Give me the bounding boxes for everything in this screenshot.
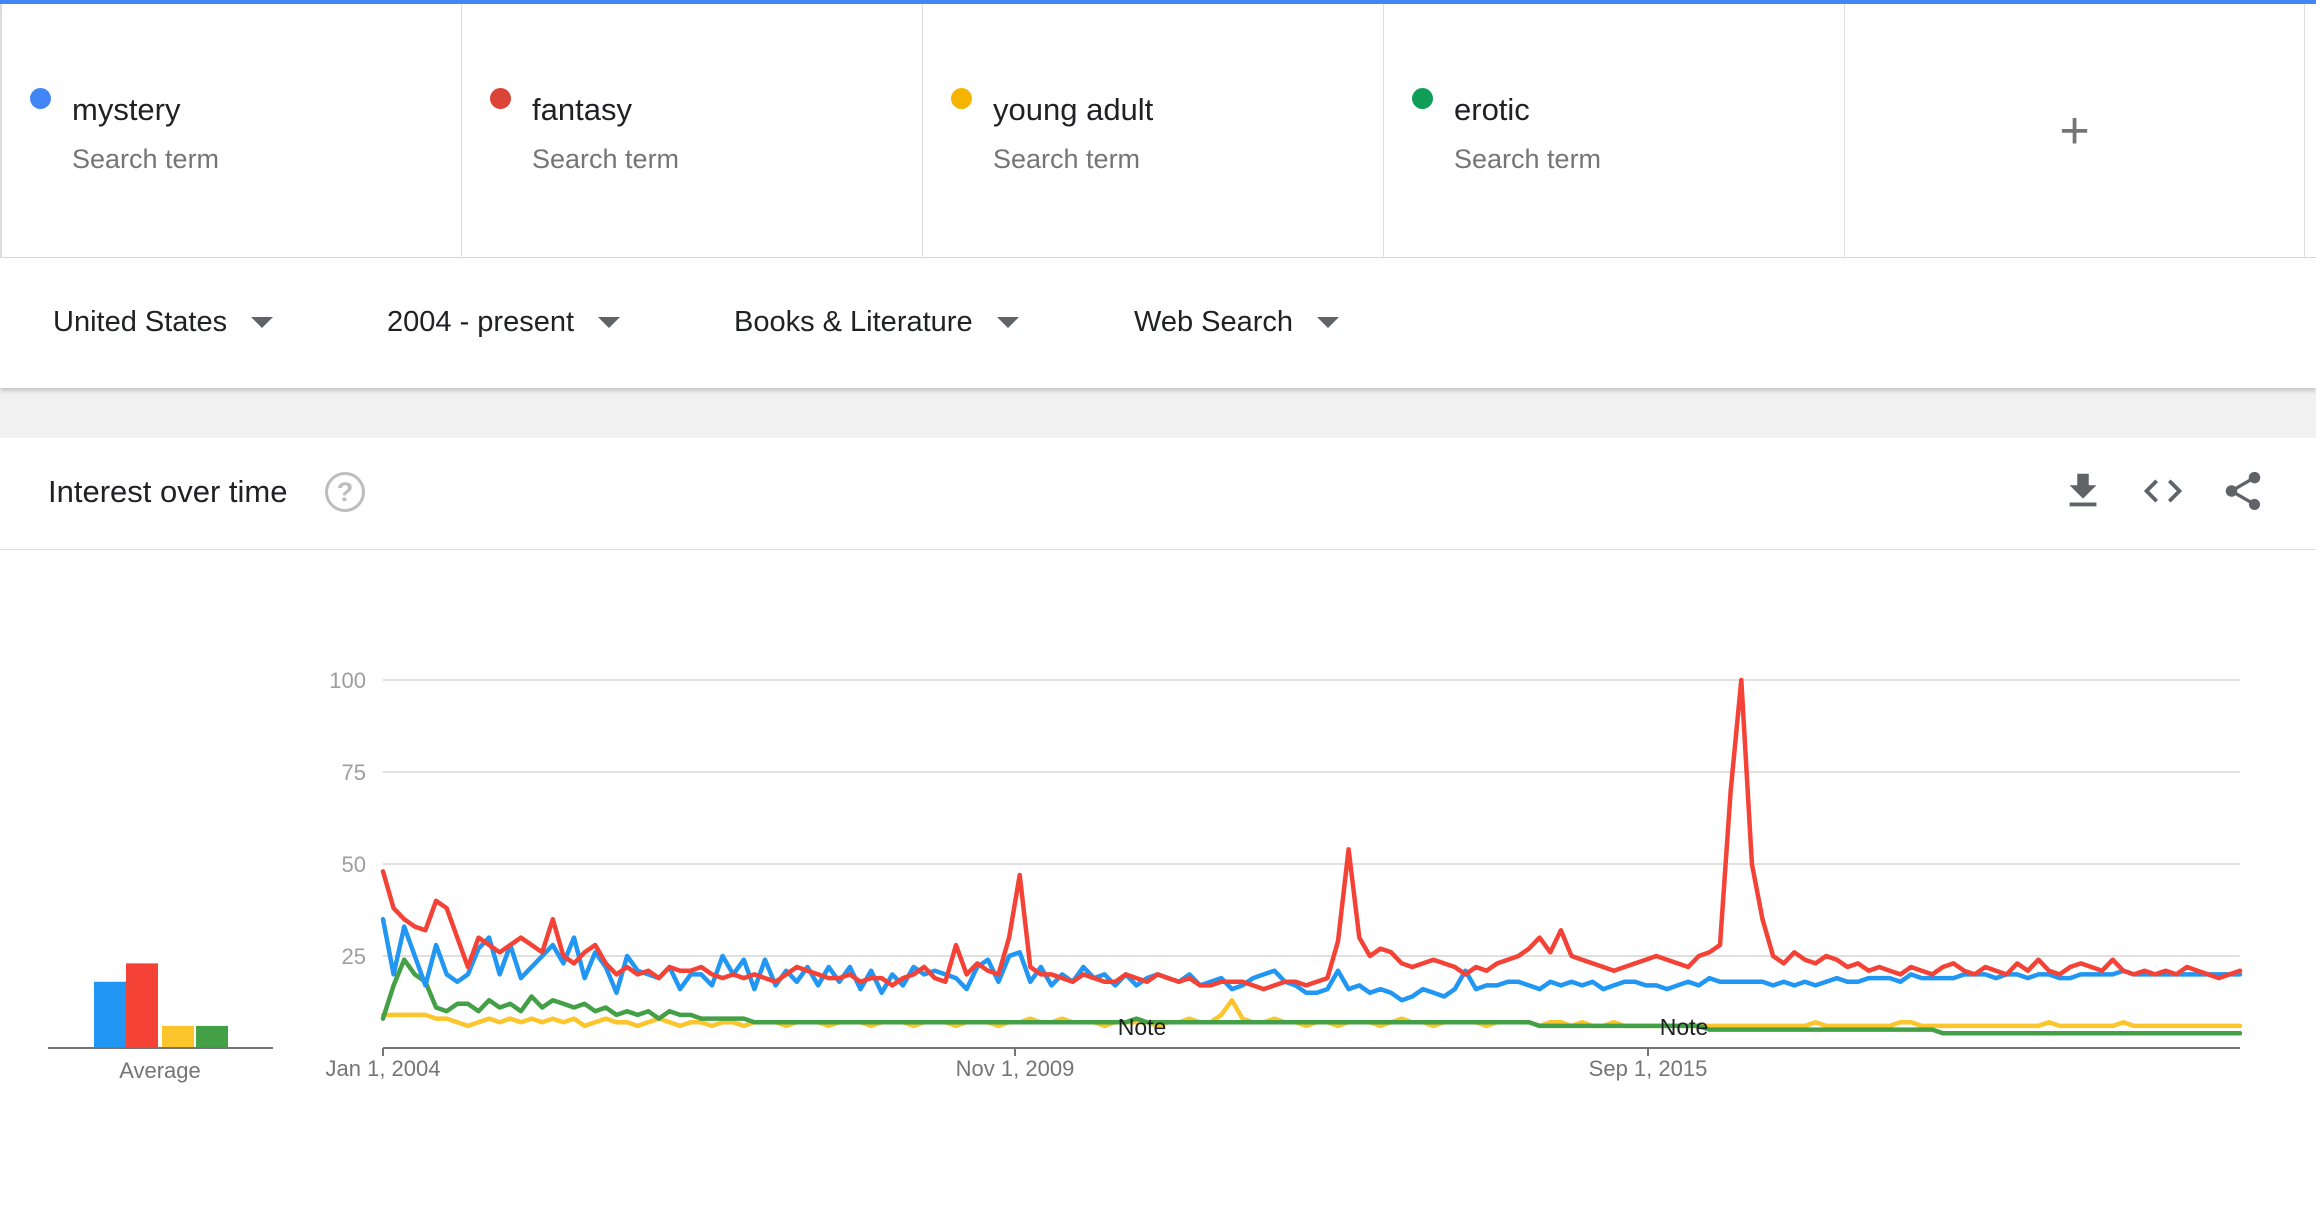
- time-range-label: 2004 - present: [387, 306, 575, 338]
- add-term-button[interactable]: +: [1844, 4, 2305, 258]
- term-type: Search term: [1454, 144, 1602, 174]
- region-label: United States: [53, 306, 228, 338]
- help-icon[interactable]: ?: [325, 472, 365, 512]
- category-dropdown[interactable]: Books & Literature: [734, 306, 1019, 339]
- term-name: fantasy: [532, 92, 632, 127]
- term-name: erotic: [1454, 92, 1530, 127]
- series-lines[interactable]: [380, 677, 2243, 1036]
- mystery-color-dot: [30, 88, 51, 109]
- share-icon[interactable]: [2220, 468, 2266, 514]
- embed-icon[interactable]: [2140, 468, 2186, 514]
- y-tick-label: 75: [342, 760, 366, 785]
- series-line-erotic[interactable]: [380, 957, 2243, 1036]
- y-axis-ticks: 25 50 75 100: [329, 668, 366, 969]
- term-name: mystery: [72, 92, 181, 127]
- y-tick-label: 100: [329, 668, 366, 693]
- chevron-down-icon: [598, 317, 621, 328]
- note-label[interactable]: Note: [1660, 1014, 1709, 1040]
- term-card-fantasy[interactable]: fantasy Search term: [461, 4, 922, 258]
- search-type-label: Web Search: [1134, 306, 1294, 338]
- note-label[interactable]: Note: [1118, 1014, 1167, 1040]
- series-line-fantasy[interactable]: [380, 677, 2243, 992]
- chevron-down-icon: [1317, 317, 1340, 328]
- series-line-mystery[interactable]: [380, 916, 2243, 1003]
- term-type: Search term: [72, 144, 220, 174]
- term-type: Search term: [532, 144, 680, 174]
- fantasy-color-dot: [490, 88, 511, 109]
- term-card-erotic[interactable]: erotic Search term: [1383, 4, 1844, 258]
- chevron-down-icon: [996, 317, 1019, 328]
- average-bar-fantasy: [126, 963, 158, 1048]
- card-title: Interest over time: [48, 474, 288, 509]
- interest-chart: Average 25 50 75 100 Jan 1, 2004 Nov 1, 2009…: [48, 668, 2243, 1083]
- chart-notes: Note Note: [1118, 1014, 1709, 1040]
- chevron-down-icon: [251, 317, 274, 328]
- average-bars: [94, 963, 228, 1048]
- interest-over-time-card: Interest over time ? Average 25 50 75 100 J…: [0, 438, 2316, 1224]
- category-label: Books & Literature: [734, 306, 973, 338]
- average-bar-erotic: [196, 1025, 228, 1048]
- term-name: young adult: [993, 92, 1154, 127]
- x-tick-label: Sep 1, 2015: [1589, 1056, 1708, 1081]
- region-dropdown[interactable]: United States: [53, 306, 274, 339]
- top-accent-line: [0, 0, 2316, 4]
- card-header: Interest over time ?: [0, 438, 2316, 550]
- average-bar-mystery: [94, 981, 126, 1048]
- erotic-color-dot: [1412, 88, 1433, 109]
- y-tick-label: 50: [342, 852, 366, 877]
- download-icon[interactable]: [2060, 468, 2106, 514]
- search-type-dropdown[interactable]: Web Search: [1134, 306, 1340, 339]
- average-label: Average: [119, 1058, 201, 1083]
- filters-bar: United States 2004 - present Books & Lit…: [0, 258, 2316, 388]
- plus-icon: +: [2059, 102, 2090, 160]
- x-tick-label: Jan 1, 2004: [326, 1056, 441, 1081]
- x-tick-label: Nov 1, 2009: [956, 1056, 1075, 1081]
- x-axis-ticks: Jan 1, 2004 Nov 1, 2009 Sep 1, 2015: [326, 1048, 1708, 1081]
- search-terms-bar: mystery Search term fantasy Search term …: [0, 4, 2316, 258]
- y-tick-label: 25: [342, 944, 366, 969]
- term-type: Search term: [993, 144, 1141, 174]
- time-range-dropdown[interactable]: 2004 - present: [387, 306, 621, 339]
- gridlines: [383, 679, 2240, 1049]
- term-card-mystery[interactable]: mystery Search term: [0, 4, 461, 258]
- young-adult-color-dot: [951, 88, 972, 109]
- term-card-young-adult[interactable]: young adult Search term: [922, 4, 1383, 258]
- average-bar-young-adult: [162, 1025, 194, 1048]
